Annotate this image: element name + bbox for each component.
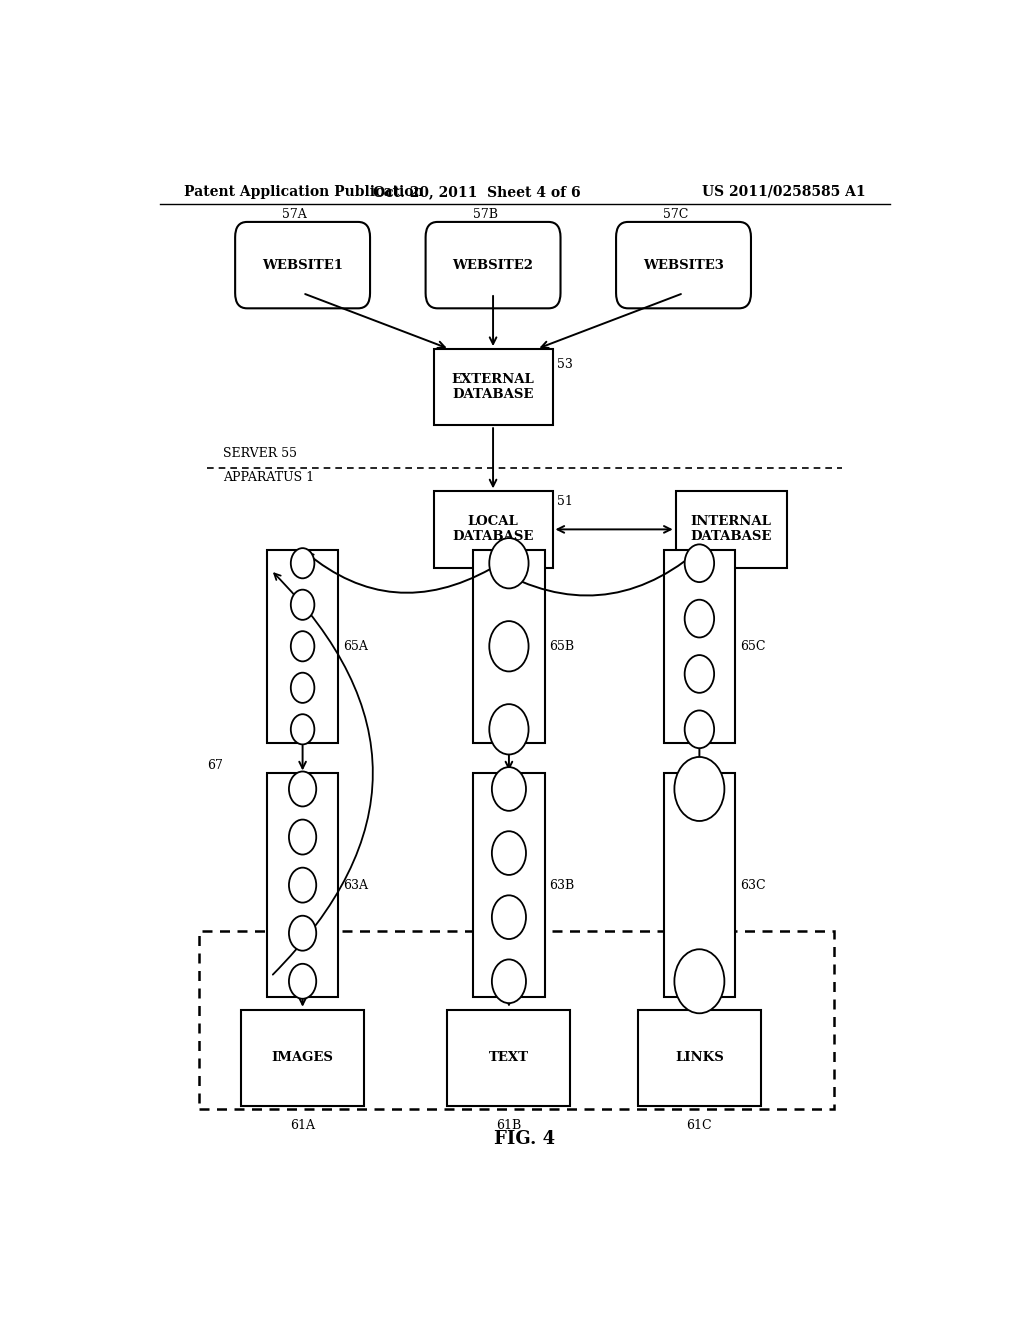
Text: TEXT: TEXT (488, 1052, 529, 1064)
Text: IMAGES: IMAGES (271, 1052, 334, 1064)
Circle shape (289, 771, 316, 807)
Bar (664, 549, 735, 743)
Circle shape (685, 544, 714, 582)
Text: 61C: 61C (686, 1119, 713, 1133)
Text: 67: 67 (207, 759, 223, 772)
Circle shape (291, 631, 314, 661)
Bar (267, 549, 338, 743)
Bar (447, 1010, 570, 1106)
Bar (241, 1010, 365, 1106)
Circle shape (289, 820, 316, 854)
Bar (473, 549, 545, 743)
Circle shape (291, 548, 314, 578)
Text: 65A: 65A (343, 640, 368, 653)
Text: EXTERNAL
DATABASE: EXTERNAL DATABASE (452, 374, 535, 401)
FancyBboxPatch shape (616, 222, 751, 309)
Text: 61B: 61B (497, 1119, 521, 1133)
Text: US 2011/0258585 A1: US 2011/0258585 A1 (702, 185, 866, 199)
Text: 51: 51 (557, 495, 572, 508)
Bar (267, 774, 338, 997)
Text: WEBSITE3: WEBSITE3 (643, 259, 724, 272)
Text: 57B: 57B (473, 209, 498, 220)
Circle shape (492, 767, 526, 810)
Circle shape (685, 655, 714, 693)
Circle shape (675, 949, 724, 1014)
Bar (638, 1010, 761, 1106)
Circle shape (289, 867, 316, 903)
Text: LINKS: LINKS (675, 1052, 724, 1064)
Bar (664, 774, 735, 997)
Circle shape (685, 599, 714, 638)
Circle shape (289, 916, 316, 950)
Circle shape (685, 710, 714, 748)
Circle shape (492, 960, 526, 1003)
Text: 63A: 63A (343, 879, 368, 891)
Circle shape (291, 714, 314, 744)
Text: WEBSITE2: WEBSITE2 (453, 259, 534, 272)
Text: 53: 53 (557, 358, 572, 371)
Text: SERVER 55: SERVER 55 (223, 447, 297, 461)
Text: 63C: 63C (740, 879, 766, 891)
Text: LOCAL
DATABASE: LOCAL DATABASE (453, 515, 534, 544)
Text: WEBSITE1: WEBSITE1 (262, 259, 343, 272)
Text: 65B: 65B (550, 640, 574, 653)
Circle shape (291, 673, 314, 702)
Bar (473, 774, 545, 997)
Text: INTERNAL
DATABASE: INTERNAL DATABASE (690, 515, 772, 544)
FancyBboxPatch shape (426, 222, 560, 309)
Text: 63B: 63B (550, 879, 574, 891)
Text: APPARATUS 1: APPARATUS 1 (223, 471, 314, 484)
Circle shape (289, 964, 316, 999)
Circle shape (291, 590, 314, 620)
Circle shape (489, 622, 528, 672)
Text: FIG. 4: FIG. 4 (495, 1130, 555, 1148)
FancyBboxPatch shape (236, 222, 370, 309)
Text: 61A: 61A (290, 1119, 315, 1133)
Text: Oct. 20, 2011  Sheet 4 of 6: Oct. 20, 2011 Sheet 4 of 6 (374, 185, 581, 199)
Text: 65C: 65C (740, 640, 765, 653)
Circle shape (489, 704, 528, 755)
Circle shape (675, 756, 724, 821)
Bar (433, 348, 553, 425)
Bar (433, 491, 553, 568)
Text: 57C: 57C (663, 209, 688, 220)
Circle shape (492, 895, 526, 939)
Text: Patent Application Publication: Patent Application Publication (183, 185, 423, 199)
Circle shape (489, 539, 528, 589)
Circle shape (492, 832, 526, 875)
Text: 57A: 57A (283, 209, 307, 220)
Bar (676, 491, 786, 568)
